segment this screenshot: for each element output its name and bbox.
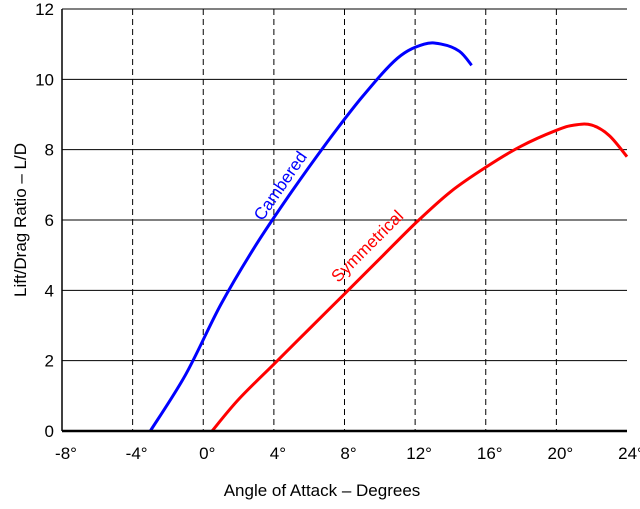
tick-labels: 0 2 4 6 8 10 12 -8° -4° 0° 4° 8° 12° 16° 20° 24° (35, 0, 640, 463)
y-tick-label: 4 (45, 281, 54, 300)
series-label-symmetrical: Symmetrical (328, 207, 408, 286)
x-axis-title: Angle of Attack – Degrees (224, 481, 421, 500)
y-tick-label: 2 (45, 352, 54, 371)
axes (61, 9, 627, 433)
x-tick-label: -8° (55, 444, 77, 463)
x-tick-label: -4° (126, 444, 148, 463)
y-tick-label: 0 (45, 422, 54, 441)
x-tick-label: 24° (618, 444, 640, 463)
y-tick-label: 8 (45, 141, 54, 160)
x-tick-label: 20° (548, 444, 574, 463)
x-tick-label: 4° (270, 444, 286, 463)
y-axis-title: Lift/Drag Ratio – L/D (11, 143, 30, 297)
series-label-cambered: Cambered (250, 148, 311, 224)
series-line-symmetrical (210, 122, 629, 432)
grid (62, 8, 627, 431)
y-tick-label: 10 (35, 70, 54, 89)
x-tick-label: 16° (477, 444, 503, 463)
series-lines (149, 41, 629, 432)
series-line-cambered (149, 41, 473, 432)
y-tick-label: 6 (45, 211, 54, 230)
x-tick-label: 12° (406, 444, 432, 463)
y-tick-label: 12 (35, 0, 54, 19)
x-tick-label: 0° (199, 444, 215, 463)
x-tick-label: 8° (340, 444, 356, 463)
